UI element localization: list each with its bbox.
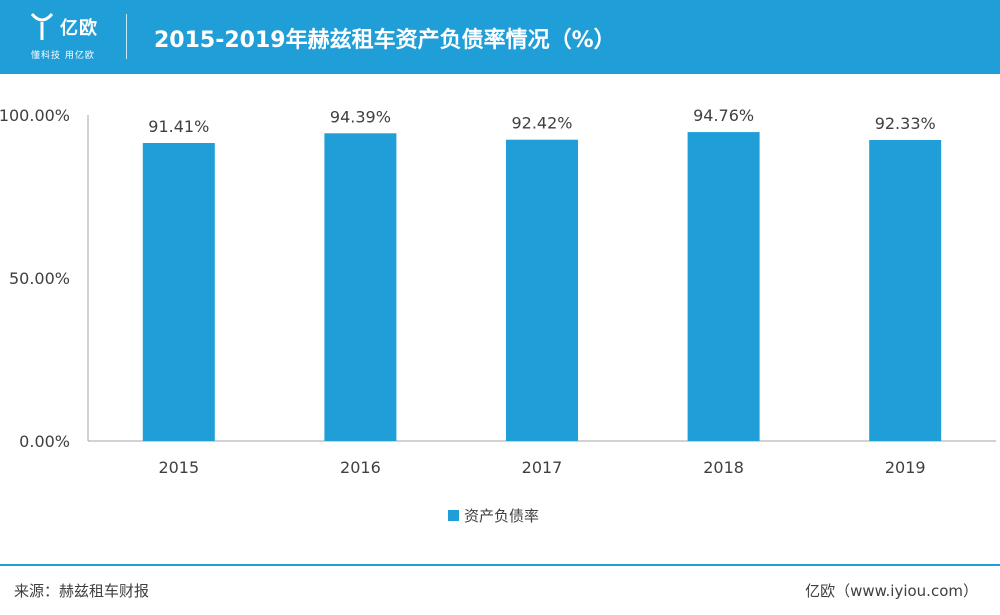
- bar: [869, 140, 942, 441]
- data-label: 91.41%: [148, 117, 209, 136]
- x-tick-label: 2017: [522, 458, 563, 477]
- x-tick-label: 2015: [158, 458, 199, 477]
- logo-text: 亿欧: [60, 18, 98, 39]
- brand-credit: 亿欧（www.iyiou.com）: [805, 582, 978, 600]
- x-tick-label: 2016: [340, 458, 381, 477]
- data-label: 92.42%: [511, 114, 572, 133]
- y-tick-label: 50.00%: [9, 269, 70, 288]
- data-label: 94.76%: [693, 106, 754, 125]
- company-logo: 亿欧 懂科技 用亿欧: [22, 10, 112, 64]
- source-note: 来源：赫兹租车财报: [14, 582, 150, 600]
- bar: [506, 139, 578, 441]
- y-tick-label: 0.00%: [19, 432, 70, 451]
- y-tick-label: 100.00%: [0, 106, 70, 125]
- legend-label: 资产负债率: [464, 507, 539, 525]
- legend-swatch: [448, 510, 459, 521]
- logo-slogan: 懂科技 用亿欧: [31, 51, 95, 61]
- bar: [324, 133, 397, 441]
- x-tick-label: 2019: [885, 458, 926, 477]
- x-tick-label: 2018: [703, 458, 744, 477]
- logo-mark-icon: [30, 12, 54, 40]
- chart-header: 亿欧 懂科技 用亿欧 2015-2019年赫兹租车资产负债率情况（%）: [0, 0, 1000, 74]
- footer-divider: [0, 564, 1000, 566]
- bar: [687, 132, 760, 441]
- data-label: 94.39%: [330, 107, 391, 126]
- header-divider: [126, 14, 127, 59]
- data-label: 92.33%: [875, 114, 936, 133]
- chart-title: 2015-2019年赫兹租车资产负债率情况（%）: [154, 28, 616, 53]
- bar: [142, 143, 215, 441]
